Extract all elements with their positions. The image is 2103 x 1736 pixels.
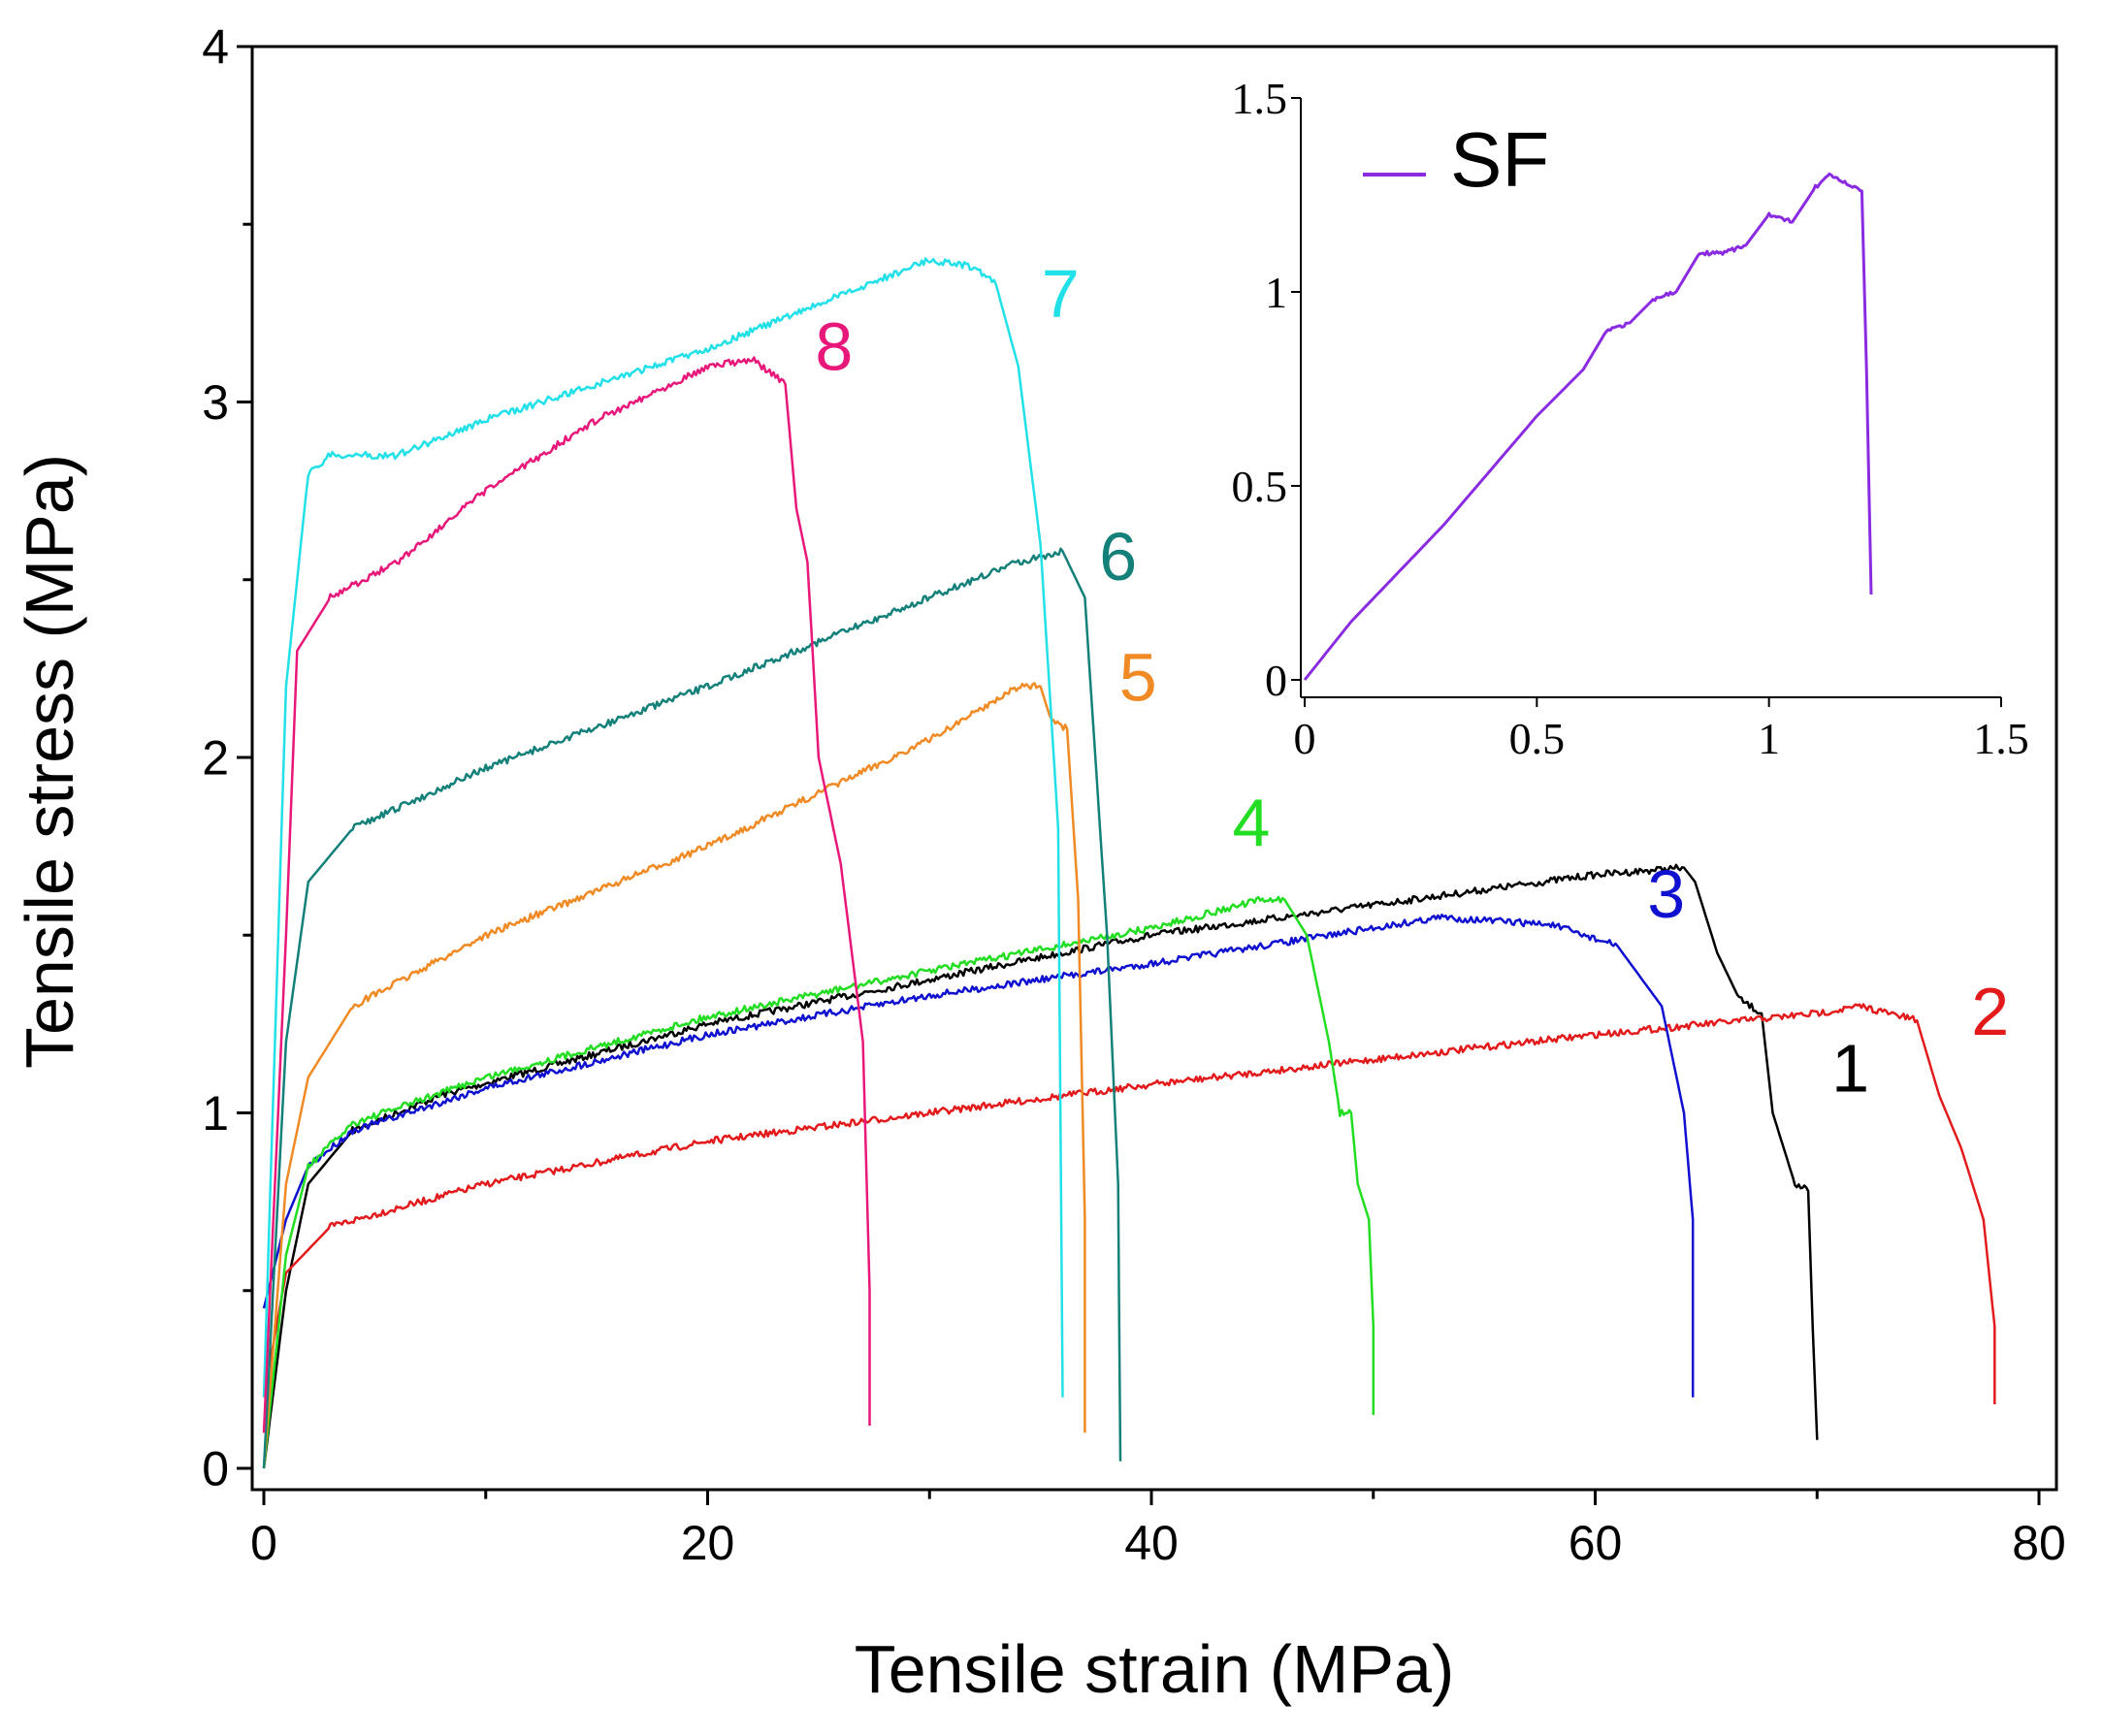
curve-label-4: 4 — [1232, 786, 1270, 861]
x-tick-label: 1 — [1758, 714, 1780, 763]
y-tick-label: 2 — [202, 731, 229, 786]
x-axis-label: Tensile strain (MPa) — [855, 1631, 1455, 1707]
y-tick-label: 1.5 — [1232, 74, 1288, 123]
curve-label-5: 5 — [1119, 639, 1157, 715]
series-line-5 — [262, 682, 1086, 1469]
x-tick-label: 0 — [250, 1516, 277, 1570]
main-plot-frame — [250, 45, 2058, 1492]
y-tick-label: 3 — [202, 375, 229, 430]
curve-label-3: 3 — [1647, 856, 1685, 932]
series-line-2 — [262, 1003, 1996, 1404]
inset-series — [1303, 172, 1873, 681]
x-tick-label: 80 — [2012, 1516, 2066, 1570]
x-tick-label: 20 — [681, 1516, 735, 1570]
curve-label-1: 1 — [1831, 1031, 1869, 1107]
series-line-8 — [262, 356, 871, 1433]
y-tick-label: 0 — [202, 1442, 229, 1496]
x-tick-label: 60 — [1569, 1516, 1623, 1570]
curve-label-6: 6 — [1099, 519, 1137, 595]
series-line-4 — [262, 895, 1375, 1469]
series-line-6 — [262, 547, 1122, 1469]
main-curve-labels: 1 2 3 45 6 7 8 — [815, 256, 2009, 1107]
y-axis-label: Tensile stress (MPa) — [12, 454, 87, 1069]
series-line-7 — [262, 257, 1064, 1398]
x-tick-label: 1.5 — [1973, 714, 2029, 763]
y-tick-label: 0.5 — [1232, 462, 1288, 511]
series-line-SF — [1303, 172, 1873, 681]
x-tick-label: 0.5 — [1509, 714, 1566, 763]
curve-label-8: 8 — [815, 309, 853, 385]
x-tick-label: 0 — [1294, 714, 1316, 763]
y-tick-label: 1 — [1265, 268, 1287, 317]
curve-label-7: 7 — [1042, 256, 1080, 332]
legend-label-sf: SF — [1450, 116, 1549, 203]
y-tick-label: 0 — [1265, 656, 1287, 705]
y-tick-label: 1 — [202, 1086, 229, 1141]
series-line-3 — [262, 914, 1695, 1398]
y-tick-label: 4 — [202, 20, 229, 75]
inset-ticks: 0 0.5 1 1.5 0 0.5 1 1.5 — [1232, 74, 2029, 763]
main-series — [262, 257, 1996, 1469]
series-line-1 — [262, 863, 1819, 1469]
x-tick-label: 40 — [1124, 1516, 1179, 1570]
curve-label-2: 2 — [1971, 974, 2009, 1049]
inset-plot: 0 0.5 1 1.5 0 0.5 1 1.5 SF — [1232, 74, 2029, 763]
